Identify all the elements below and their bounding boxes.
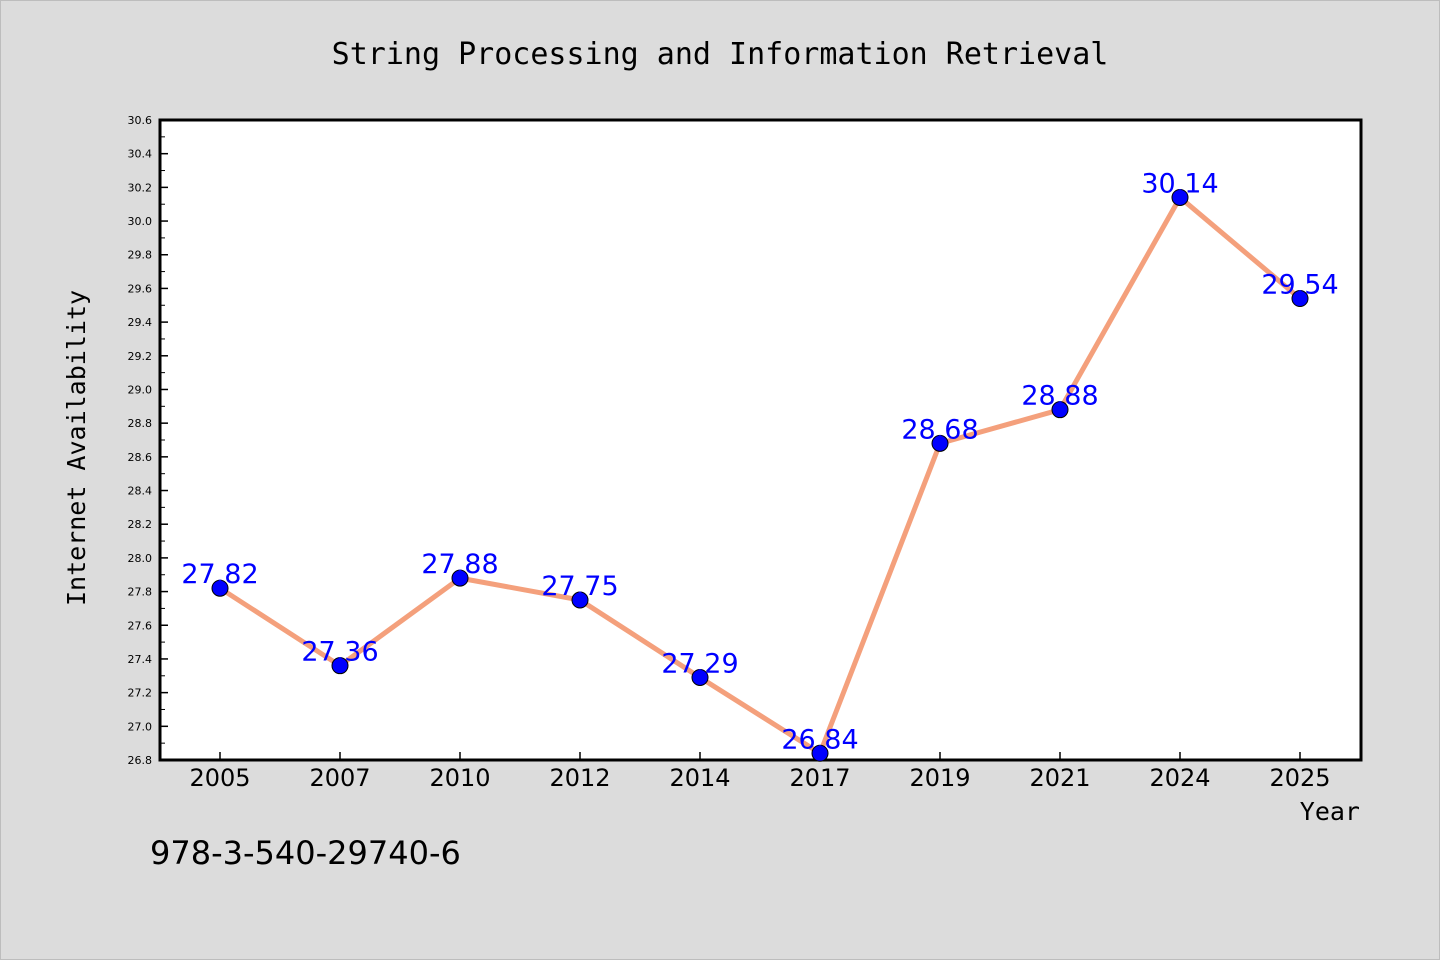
isbn-note: 978-3-540-29740-6 — [150, 834, 461, 872]
y-tick-label: 27.0 — [128, 720, 153, 733]
y-tick-label: 29.6 — [128, 282, 153, 295]
data-point — [451, 569, 469, 587]
data-point — [331, 657, 349, 675]
data-point — [211, 579, 229, 597]
x-tick-label: 2017 — [789, 764, 850, 792]
x-tick-label: 2010 — [429, 764, 490, 792]
x-tick-label: 2021 — [1029, 764, 1090, 792]
series-layer: 27.82 27.36 27.88 27.75 27.29 26.84 28.68 28.88… — [181, 168, 1339, 762]
y-tick-label: 29.4 — [128, 316, 153, 329]
x-tick-label: 2012 — [549, 764, 610, 792]
y-tick-label: 29.0 — [128, 383, 153, 396]
data-label: 30.14 — [1141, 168, 1218, 199]
chart-title: String Processing and Information Retrie… — [332, 37, 1109, 72]
y-tick-label: 30.4 — [128, 148, 153, 161]
y-axis-label: Internet Availability — [62, 290, 91, 606]
y-tick-label: 30.6 — [128, 114, 153, 127]
x-axis-label: Year — [1300, 797, 1360, 826]
y-tick-label: 28.0 — [128, 552, 153, 565]
data-label: 28.88 — [1021, 381, 1098, 412]
y-tick-label: 30.0 — [128, 215, 153, 228]
data-label: 27.82 — [181, 559, 258, 590]
x-tick-label: 2025 — [1269, 764, 1330, 792]
y-tick-label: 29.8 — [128, 249, 153, 262]
y-tick-label: 28.6 — [128, 451, 153, 464]
data-label: 27.88 — [421, 549, 498, 580]
y-tick-label: 30.2 — [128, 181, 153, 194]
y-tick-label: 29.2 — [128, 350, 153, 363]
data-label: 26.84 — [781, 724, 858, 755]
data-point — [931, 434, 949, 452]
data-point — [691, 668, 709, 686]
data-point — [1171, 188, 1189, 206]
y-tick-label: 27.2 — [128, 687, 153, 700]
x-tick-label: 2024 — [1149, 764, 1210, 792]
y-tick-label: 27.6 — [128, 619, 153, 632]
x-axis: 2005 2007 2010 2012 2014 2017 2019 2021 2024 2025 — [189, 752, 1331, 792]
y-tick-label: 27.8 — [128, 586, 153, 599]
data-point — [811, 744, 829, 762]
x-tick-label: 2007 — [309, 764, 370, 792]
data-label: 27.75 — [541, 571, 618, 602]
data-point — [571, 591, 589, 609]
data-label: 29.54 — [1261, 270, 1338, 301]
x-tick-label: 2014 — [669, 764, 730, 792]
y-tick-label: 28.4 — [128, 485, 153, 498]
data-point — [1051, 401, 1069, 419]
data-label: 27.36 — [301, 637, 378, 668]
data-label: 28.68 — [901, 414, 978, 445]
data-point — [1291, 290, 1309, 308]
series-line — [218, 194, 1302, 756]
y-axis: 26.8 27.0 27.2 27.4 27.6 27.8 28.0 28.2 28.4 28.6… — [128, 114, 168, 767]
y-tick-label: 27.4 — [128, 653, 153, 666]
y-tick-label: 28.8 — [128, 417, 153, 430]
y-tick-label: 26.8 — [128, 754, 153, 767]
y-tick-label: 28.2 — [128, 518, 153, 531]
x-tick-label: 2005 — [189, 764, 250, 792]
x-tick-label: 2019 — [909, 764, 970, 792]
data-label: 27.29 — [661, 648, 738, 679]
